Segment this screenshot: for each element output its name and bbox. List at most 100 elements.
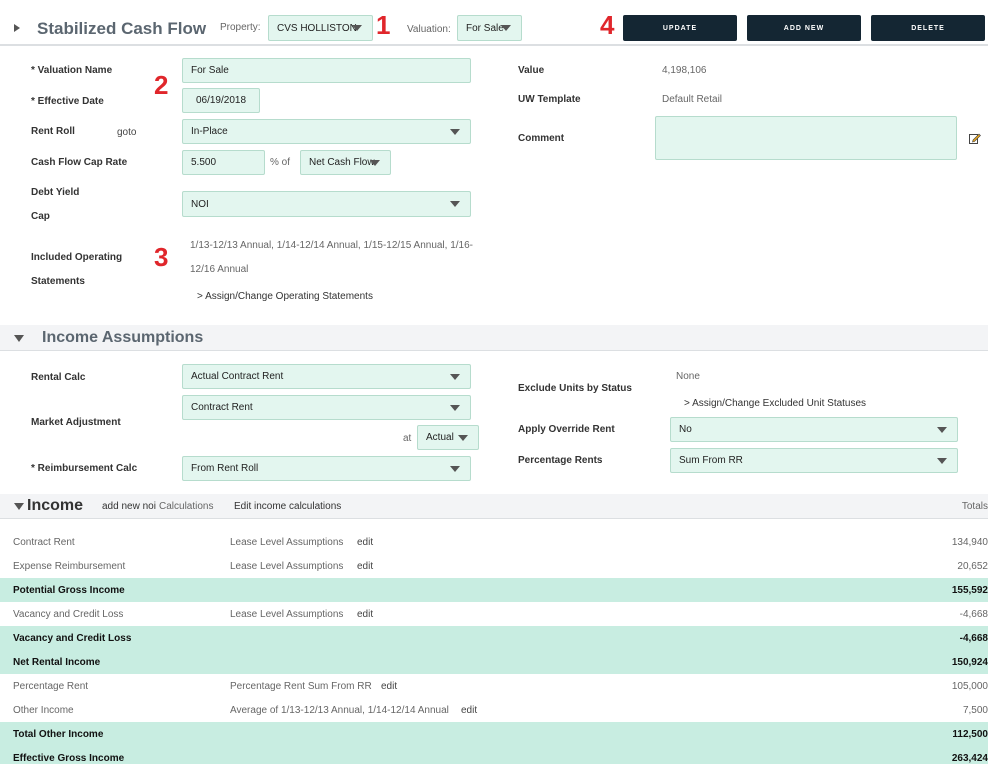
comment-textarea[interactable] <box>655 116 957 160</box>
table-row-subtotal: Effective Gross Income 263,424 <box>0 746 988 764</box>
goto-link[interactable]: goto <box>117 127 137 138</box>
effective-date-input[interactable]: 06/19/2018 <box>182 88 260 113</box>
debt-yield-select[interactable]: NOI <box>182 191 471 217</box>
assign-excluded-statuses-link[interactable]: > Assign/Change Excluded Unit Statuses <box>684 398 867 409</box>
valuation-select[interactable]: For Sale <box>457 15 522 41</box>
row-edit-link[interactable]: edit <box>357 609 374 620</box>
debt-yield-label-cap: Cap <box>31 211 50 222</box>
market-adjustment-select-value: Contract Rent <box>191 402 253 413</box>
edit-income-calculations-link[interactable]: Edit income calculations <box>234 501 342 512</box>
percent-of-label: % of <box>270 157 291 168</box>
row-label: Other Income <box>13 705 74 716</box>
add-new-noi-link[interactable]: add new noi <box>102 501 156 512</box>
market-adjustment-at-select[interactable]: Actual <box>417 425 479 450</box>
exclude-units-value: None <box>676 371 700 382</box>
rent-roll-select[interactable]: In-Place <box>182 119 471 144</box>
market-adjustment-at-value: Actual <box>426 432 454 443</box>
market-adjustment-select[interactable]: Contract Rent <box>182 395 471 420</box>
row-label: Percentage Rent <box>13 681 89 692</box>
income-assumptions-title: Income Assumptions <box>42 329 204 346</box>
value-value: 4,198,106 <box>662 65 707 76</box>
income-header <box>0 494 988 518</box>
row-edit-link[interactable]: edit <box>461 705 478 716</box>
rental-calc-select[interactable]: Actual Contract Rent <box>182 364 471 389</box>
row-total: 150,924 <box>951 657 988 668</box>
reimbursement-calc-select[interactable]: From Rent Roll <box>182 456 471 481</box>
table-row: Expense Reimbursement Lease Level Assump… <box>0 554 988 578</box>
table-row-subtotal: Total Other Income 112,500 <box>0 722 988 746</box>
chevron-down-icon <box>370 159 380 166</box>
row-label: Contract Rent <box>13 537 75 548</box>
row-total: 134,940 <box>951 537 988 548</box>
annotation-marker-2: 2 <box>154 70 169 100</box>
table-row: Other Income Average of 1/13-12/13 Annua… <box>0 698 988 722</box>
override-rent-select[interactable]: No <box>670 417 958 442</box>
cap-rate-label: Cash Flow Cap Rate <box>31 157 128 168</box>
totals-header: Totals <box>961 501 988 512</box>
row-label: Vacancy and Credit Loss <box>13 633 132 644</box>
row-edit-link[interactable]: edit <box>381 681 398 692</box>
percentage-rents-select[interactable]: Sum From RR <box>670 448 958 473</box>
cap-rate-input[interactable]: 5.500 <box>182 150 265 175</box>
annotation-marker-4: 4 <box>600 10 615 40</box>
row-total: 112,500 <box>952 729 988 740</box>
valuation-name-label: * Valuation Name <box>31 65 113 76</box>
exclude-units-label: Exclude Units by Status <box>518 383 632 394</box>
operating-statements-value-2: 12/16 Annual <box>190 264 249 275</box>
chevron-down-icon <box>352 25 362 31</box>
chevron-down-icon <box>501 25 511 31</box>
valuation-label: Valuation: <box>407 24 451 35</box>
collapse-section-icon[interactable] <box>14 24 20 32</box>
valuation-select-value: For Sale <box>466 22 504 34</box>
table-row: Contract Rent Lease Level Assumptions ed… <box>0 530 988 554</box>
add-new-button[interactable]: ADD NEW <box>747 15 861 41</box>
chevron-down-icon <box>450 201 460 207</box>
update-button[interactable]: UPDATE <box>623 15 737 41</box>
override-rent-select-value: No <box>679 424 692 435</box>
rent-roll-select-value: In-Place <box>191 126 228 137</box>
row-edit-link[interactable]: edit <box>357 537 374 548</box>
row-total: -4,668 <box>959 633 988 644</box>
row-total: 263,424 <box>951 753 988 764</box>
chevron-down-icon <box>450 465 460 472</box>
row-edit-link[interactable]: edit <box>357 561 374 572</box>
expand-section-icon[interactable] <box>14 335 24 342</box>
page-title: Stabilized Cash Flow <box>37 19 207 38</box>
valuation-name-input[interactable]: For Sale <box>182 58 471 83</box>
operating-statements-label-2: Statements <box>31 276 85 287</box>
reimbursement-calc-select-value: From Rent Roll <box>191 463 259 474</box>
at-label: at <box>403 433 412 444</box>
edit-note-icon[interactable] <box>969 132 981 144</box>
row-label: Net Rental Income <box>13 657 101 668</box>
percentage-rents-label: Percentage Rents <box>518 455 603 466</box>
expand-income-icon[interactable] <box>14 503 24 510</box>
valuation-name-value: For Sale <box>191 65 229 76</box>
property-select[interactable]: CVS HOLLISTON <box>268 15 373 41</box>
income-assumptions-header <box>0 325 988 351</box>
row-total: 20,652 <box>957 561 988 572</box>
row-basis: Lease Level Assumptions <box>230 609 344 620</box>
table-row-subtotal: Net Rental Income 150,924 <box>0 650 988 674</box>
reimbursement-calc-label: * Reimbursement Calc <box>31 463 138 474</box>
property-select-value: CVS HOLLISTON <box>277 22 357 34</box>
operating-statements-value: 1/13-12/13 Annual, 1/14-12/14 Annual, 1/… <box>190 240 474 251</box>
row-label: Expense Reimbursement <box>13 561 126 572</box>
value-label: Value <box>518 65 545 76</box>
cap-basis-select[interactable]: Net Cash Flow <box>300 150 391 175</box>
chevron-down-icon <box>450 373 460 380</box>
row-basis: Lease Level Assumptions <box>230 537 344 548</box>
table-row-subtotal: Vacancy and Credit Loss -4,668 <box>0 626 988 650</box>
market-adjustment-label: Market Adjustment <box>31 417 121 428</box>
chevron-down-icon <box>450 404 460 411</box>
operating-statements-label: Included Operating <box>31 252 123 263</box>
comment-label: Comment <box>518 133 565 144</box>
row-total: 7,500 <box>962 705 988 716</box>
assign-operating-statements-link[interactable]: > Assign/Change Operating Statements <box>197 291 373 302</box>
delete-button[interactable]: DELETE <box>871 15 985 41</box>
property-label: Property: <box>220 22 261 33</box>
cap-rate-value: 5.500 <box>191 157 217 168</box>
income-divider <box>0 518 988 519</box>
table-row: Vacancy and Credit Loss Lease Level Assu… <box>0 602 988 626</box>
rent-roll-label: Rent Roll <box>31 126 75 137</box>
row-basis: Percentage Rent Sum From RR <box>230 681 372 692</box>
